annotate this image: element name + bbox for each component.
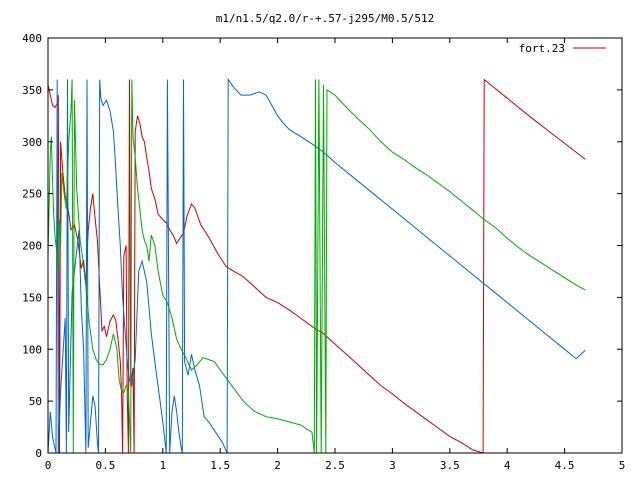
- series-line-1: [47, 78, 586, 454]
- series-line-2: [47, 77, 586, 454]
- x-tick-label: 1.5: [210, 459, 230, 472]
- y-tick-label: 200: [22, 240, 42, 253]
- y-tick-label: 0: [35, 447, 42, 460]
- y-tick-label: 100: [22, 343, 42, 356]
- x-tick-label: 1: [159, 459, 166, 472]
- x-tick-label: 0.5: [95, 459, 115, 472]
- x-tick-label: 0: [45, 459, 52, 472]
- x-tick-label: 3.5: [440, 459, 460, 472]
- y-tick-label: 300: [22, 136, 42, 149]
- series-line-3: [47, 79, 586, 454]
- x-tick-label: 2.5: [325, 459, 345, 472]
- y-tick-label: 250: [22, 188, 42, 201]
- y-tick-label: 350: [22, 84, 42, 97]
- series-layer: [47, 77, 586, 454]
- y-tick-label: 150: [22, 291, 42, 304]
- axes-layer: 0 0.5 1 1.5 2 2.5 3 3.5 4 4.5 50501001502002503003…: [22, 32, 625, 472]
- y-tick-label: 400: [22, 32, 42, 45]
- legend: fort.23: [519, 42, 606, 55]
- x-tick-label: 4.5: [555, 459, 575, 472]
- x-tick-label: 5: [619, 459, 626, 472]
- legend-label: fort.23: [519, 42, 565, 55]
- x-tick-label: 2: [274, 459, 281, 472]
- y-tick-label: 50: [29, 395, 42, 408]
- x-tick-label: 4: [504, 459, 511, 472]
- chart-title: m1/n1.5/q2.0/r-+.57-j295/M0.5/512: [216, 12, 435, 25]
- x-tick-label: 3: [389, 459, 396, 472]
